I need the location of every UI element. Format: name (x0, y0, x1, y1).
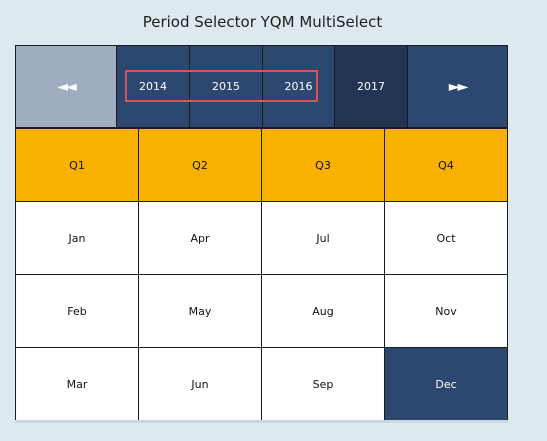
month-label: Nov (435, 304, 457, 318)
quarter-label: Q4 (438, 158, 454, 172)
year-label: 2014 (139, 80, 167, 93)
month-label: Feb (67, 304, 87, 318)
month-label: Mar (66, 377, 88, 391)
grid-shadow (15, 420, 508, 423)
year-2016[interactable]: 2016 (262, 45, 335, 128)
double-right-arrow-icon: ►► (448, 78, 468, 95)
page-title: Period Selector YQM MultiSelect (142, 13, 383, 31)
month-label: Jun (191, 377, 209, 391)
year-2015[interactable]: 2015 (189, 45, 263, 128)
month-apr[interactable]: Apr (138, 201, 262, 275)
double-left-arrow-icon: ◄◄ (57, 78, 76, 95)
month-feb[interactable]: Feb (15, 274, 139, 348)
year-label: 2015 (212, 80, 240, 93)
month-label: Sep (312, 377, 334, 391)
prev-years-button[interactable]: ◄◄ (15, 45, 117, 128)
month-label: Jul (316, 231, 330, 245)
quarter-label: Q3 (315, 158, 331, 172)
month-label: Aug (312, 304, 334, 318)
year-2017[interactable]: 2017 (334, 45, 408, 128)
month-may[interactable]: May (138, 274, 262, 348)
month-label: Jan (68, 231, 86, 245)
month-nov[interactable]: Nov (384, 274, 508, 348)
month-jun[interactable]: Jun (138, 347, 262, 421)
month-label: Dec (435, 377, 457, 391)
quarter-label: Q1 (69, 158, 85, 172)
month-aug[interactable]: Aug (261, 274, 385, 348)
quarter-q1[interactable]: Q1 (15, 128, 139, 202)
month-label: Apr (190, 231, 210, 245)
month-oct[interactable]: Oct (384, 201, 508, 275)
quarter-q3[interactable]: Q3 (261, 128, 385, 202)
quarter-label: Q2 (192, 158, 208, 172)
month-jan[interactable]: Jan (15, 201, 139, 275)
year-label: 2017 (357, 80, 385, 93)
month-mar[interactable]: Mar (15, 347, 139, 421)
month-sep[interactable]: Sep (261, 347, 385, 421)
month-jul[interactable]: Jul (261, 201, 385, 275)
quarter-q2[interactable]: Q2 (138, 128, 262, 202)
month-label: Oct (436, 231, 456, 245)
year-2014[interactable]: 2014 (116, 45, 190, 128)
quarter-q4[interactable]: Q4 (384, 128, 508, 202)
year-label: 2016 (284, 80, 313, 93)
next-years-button[interactable]: ►► (407, 45, 508, 128)
month-label: May (188, 304, 212, 318)
month-dec[interactable]: Dec (384, 347, 508, 421)
